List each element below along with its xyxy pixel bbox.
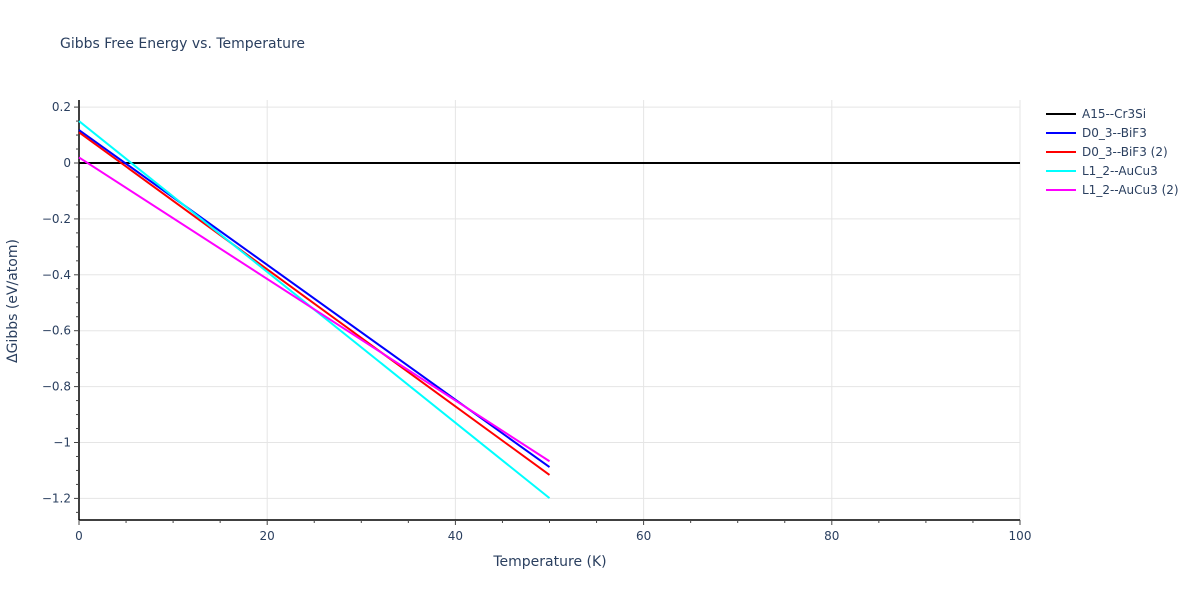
y-tick-label: −0.8 <box>42 380 71 394</box>
y-tick-label: −0.6 <box>42 324 71 338</box>
y-tick-label: 0.2 <box>52 100 71 114</box>
x-tick-label: 40 <box>448 529 463 543</box>
series-line[interactable] <box>78 156 551 463</box>
legend-item[interactable]: A15--Cr3Si <box>1040 104 1179 123</box>
legend: A15--Cr3Si D0_3--BiF3 D0_3--BiF3 (2) L1_… <box>1040 104 1179 199</box>
legend-label: A15--Cr3Si <box>1082 106 1147 121</box>
legend-item[interactable]: L1_2--AuCu3 <box>1040 161 1179 180</box>
y-tick-label: 0 <box>63 156 71 170</box>
legend-swatch-icon <box>1046 169 1076 172</box>
legend-item[interactable]: D0_3--BiF3 (2) <box>1040 142 1179 161</box>
legend-swatch-icon <box>1046 112 1076 115</box>
legend-label: D0_3--BiF3 (2) <box>1082 144 1168 159</box>
legend-item[interactable]: D0_3--BiF3 <box>1040 123 1179 142</box>
legend-label: D0_3--BiF3 <box>1082 125 1147 140</box>
y-tick-label: −1 <box>53 436 71 450</box>
y-tick-label: −0.4 <box>42 268 71 282</box>
chart-title: Gibbs Free Energy vs. Temperature <box>60 36 306 52</box>
legend-swatch-icon <box>1046 150 1076 153</box>
series-line[interactable] <box>78 131 551 476</box>
x-axis-label: Temperature (K) <box>0 554 1100 570</box>
x-tick-label: 80 <box>824 529 839 543</box>
x-tick-label: 20 <box>260 529 275 543</box>
y-axis-label: ΔGibbs (eV/atom) <box>5 239 21 363</box>
y-tick-label: −0.2 <box>42 212 71 226</box>
x-axis-label-text: Temperature (K) <box>493 554 607 570</box>
x-tick-label: 100 <box>1009 529 1032 543</box>
legend-label: L1_2--AuCu3 <box>1082 163 1158 178</box>
legend-label: L1_2--AuCu3 (2) <box>1082 182 1179 197</box>
x-tick-label: 60 <box>636 529 651 543</box>
y-tick-label: −1.2 <box>42 491 71 505</box>
legend-swatch-icon <box>1046 188 1076 191</box>
legend-swatch-icon <box>1046 131 1076 134</box>
x-tick-label: 0 <box>75 529 83 543</box>
legend-item[interactable]: L1_2--AuCu3 (2) <box>1040 180 1179 199</box>
